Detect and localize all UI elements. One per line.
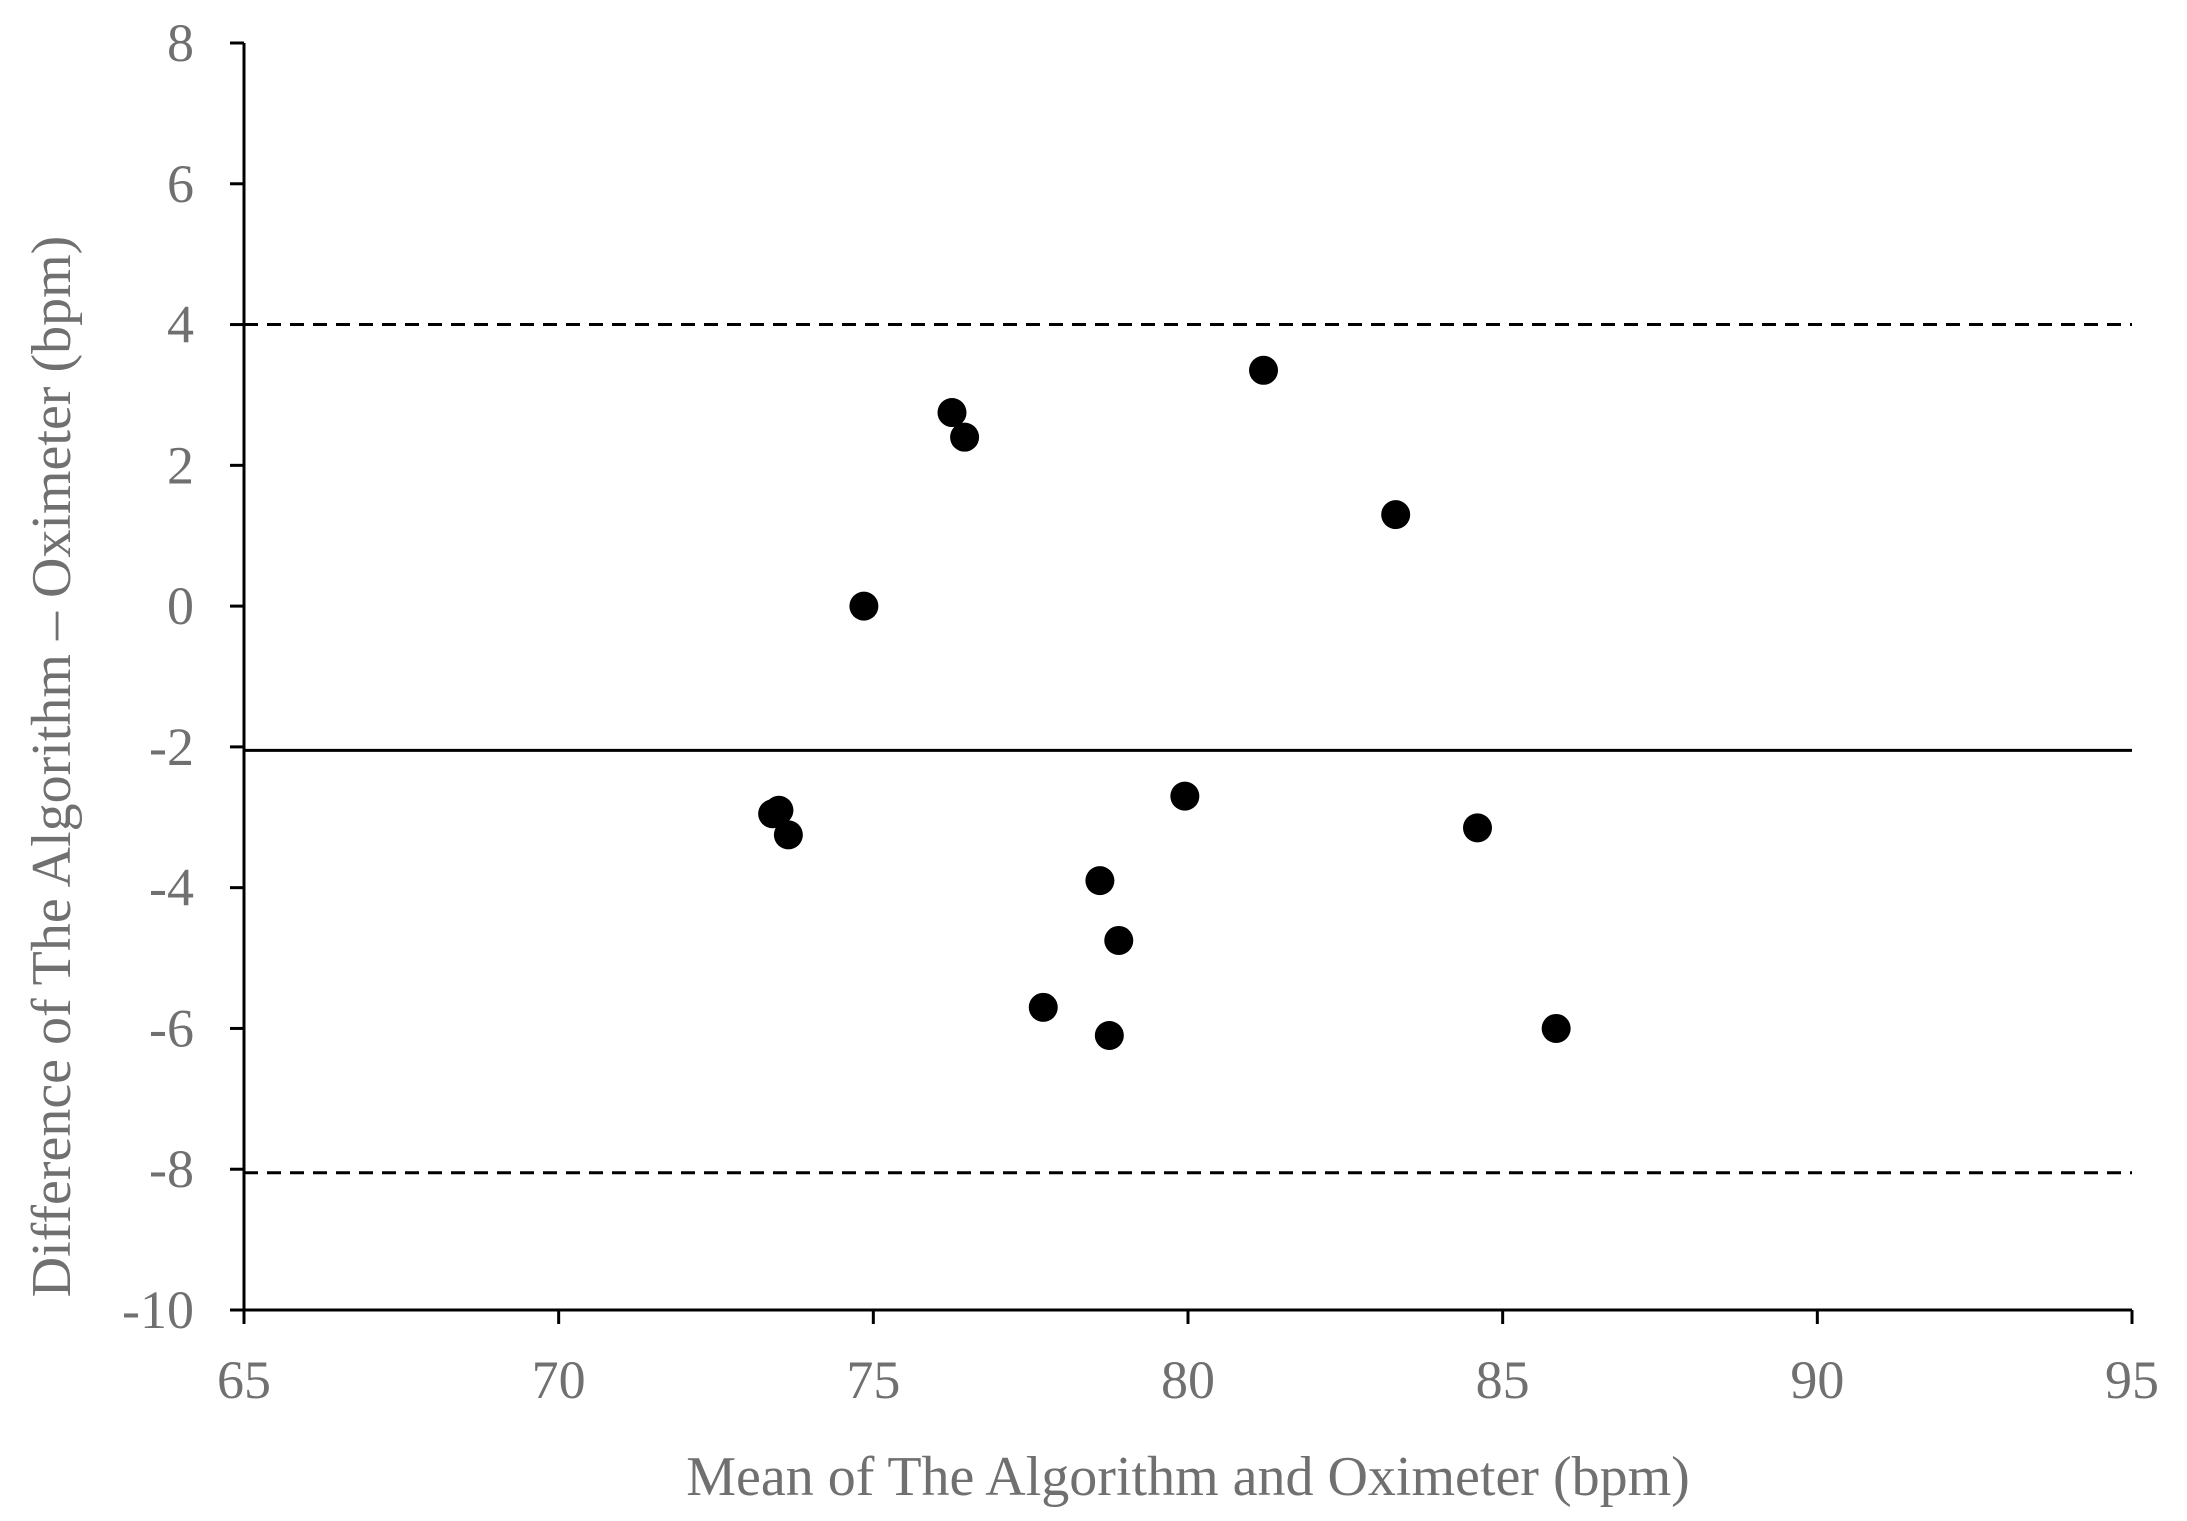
data-point [1094,1020,1124,1050]
x-tick-label: 70 [532,1350,586,1410]
data-point [773,820,803,850]
y-tick-label: -2 [149,717,194,777]
y-tick-label: -4 [149,858,194,918]
data-point [950,422,980,452]
data-point [1104,925,1134,955]
reference-lines [244,323,2132,1175]
y-tick-label: -8 [149,1139,194,1199]
axes [242,43,2132,1312]
data-point [764,795,794,825]
x-tick-label: 75 [846,1350,900,1410]
data-point [937,398,967,428]
y-tick-label: -10 [122,1280,194,1340]
y-tick-label: -6 [149,998,194,1058]
x-axis-title: Mean of The Algorithm and Oximeter (bpm) [686,1446,1690,1508]
y-tick-label: 0 [167,576,194,636]
data-point [1462,813,1492,843]
x-tick-label: 95 [2105,1350,2159,1410]
x-tick-label: 65 [217,1350,271,1410]
y-tick-label: 8 [167,13,194,73]
y-axis-title: Difference of The Algorithm – Oximeter (… [21,236,83,1298]
y-tick-label: 4 [167,295,194,355]
data-point [1028,992,1058,1022]
y-axis-ticks: -10 -8 -6 -4 -2 0 2 4 6 8 [122,13,244,1340]
data-point [1170,781,1200,811]
data-points [758,355,1571,1050]
data-point [1085,866,1115,896]
x-axis-ticks: 65 70 75 80 85 90 95 [217,1310,2159,1410]
x-tick-label: 85 [1476,1350,1530,1410]
data-point [1381,500,1411,530]
x-tick-label: 80 [1161,1350,1215,1410]
data-point [1541,1013,1571,1043]
y-tick-label: 2 [167,435,194,495]
y-tick-label: 6 [167,154,194,214]
data-point [849,591,879,621]
data-point [1249,355,1279,385]
x-tick-label: 90 [1790,1350,1844,1410]
